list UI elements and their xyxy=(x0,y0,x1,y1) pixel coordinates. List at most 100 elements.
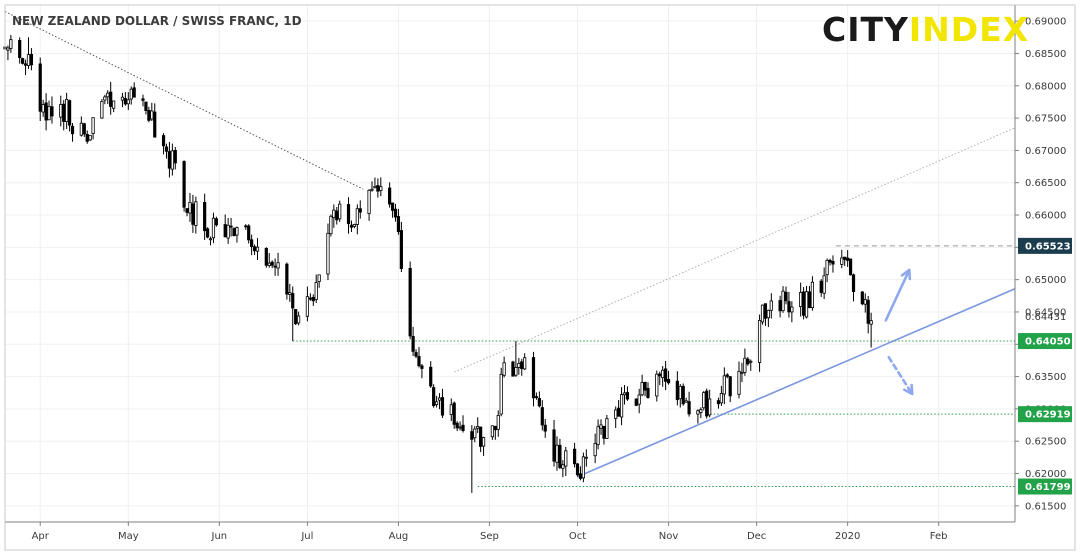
candle[interactable] xyxy=(420,363,424,379)
candle[interactable] xyxy=(376,178,380,198)
candle[interactable] xyxy=(866,295,870,334)
candle[interactable] xyxy=(264,247,268,268)
candle[interactable] xyxy=(429,361,433,388)
candle[interactable] xyxy=(757,314,762,372)
candle[interactable] xyxy=(432,384,436,408)
candle[interactable] xyxy=(760,304,765,325)
candle[interactable] xyxy=(23,59,28,76)
candle[interactable] xyxy=(593,433,597,464)
candle[interactable] xyxy=(185,208,189,217)
candle[interactable] xyxy=(543,419,547,438)
candle[interactable] xyxy=(288,283,292,302)
candle[interactable] xyxy=(490,425,494,440)
candle[interactable] xyxy=(499,367,503,417)
candle[interactable] xyxy=(379,177,383,197)
candle[interactable] xyxy=(62,99,66,131)
candle[interactable] xyxy=(496,410,500,437)
candle[interactable] xyxy=(65,92,69,130)
candle[interactable] xyxy=(807,285,812,309)
candle[interactable] xyxy=(831,255,835,273)
candle[interactable] xyxy=(112,100,116,113)
candle[interactable] xyxy=(599,419,603,435)
candle[interactable] xyxy=(147,106,151,123)
candle[interactable] xyxy=(804,285,809,319)
candle[interactable] xyxy=(561,460,565,478)
candle[interactable] xyxy=(235,226,239,243)
candle[interactable] xyxy=(203,193,207,240)
candle[interactable] xyxy=(614,406,618,429)
candle[interactable] xyxy=(120,92,125,108)
candle[interactable] xyxy=(250,234,254,256)
candle[interactable] xyxy=(232,227,236,237)
candle[interactable] xyxy=(244,224,248,230)
candle[interactable] xyxy=(355,204,359,235)
candle[interactable] xyxy=(164,143,169,159)
candle[interactable] xyxy=(417,347,421,368)
candle[interactable] xyxy=(666,370,671,385)
candle[interactable] xyxy=(581,452,586,483)
candle[interactable] xyxy=(558,438,562,470)
candle[interactable] xyxy=(308,293,312,301)
candle[interactable] xyxy=(367,189,371,221)
candle[interactable] xyxy=(126,92,130,110)
candle[interactable] xyxy=(70,122,75,142)
candle[interactable] xyxy=(555,436,559,471)
candle[interactable] xyxy=(575,463,580,477)
candle[interactable] xyxy=(388,182,392,208)
candle[interactable] xyxy=(29,48,34,71)
candle[interactable] xyxy=(291,286,295,342)
candle[interactable] xyxy=(743,348,747,376)
candle[interactable] xyxy=(819,279,823,297)
candle[interactable] xyxy=(390,202,395,218)
candle[interactable] xyxy=(396,208,401,235)
candle[interactable] xyxy=(846,250,850,267)
candle[interactable] xyxy=(578,466,583,481)
candle[interactable] xyxy=(461,415,465,433)
candle[interactable] xyxy=(584,449,588,467)
candle[interactable] xyxy=(511,360,515,377)
candle[interactable] xyxy=(349,220,354,233)
candle[interactable] xyxy=(848,258,853,276)
candle[interactable] xyxy=(79,116,83,137)
candle[interactable] xyxy=(338,200,342,222)
candle[interactable] xyxy=(408,261,412,340)
candle[interactable] xyxy=(85,130,89,144)
candle[interactable] xyxy=(769,293,773,319)
candle[interactable] xyxy=(247,224,251,244)
candle[interactable] xyxy=(784,286,788,305)
candle[interactable] xyxy=(778,295,782,318)
candle[interactable] xyxy=(746,357,750,366)
candle[interactable] xyxy=(622,385,627,405)
candle[interactable] xyxy=(725,373,729,379)
candle[interactable] xyxy=(273,258,277,276)
candle[interactable] xyxy=(473,426,477,443)
candle[interactable] xyxy=(640,374,644,397)
candle[interactable] xyxy=(705,388,709,419)
candle[interactable] xyxy=(658,371,662,386)
candle[interactable] xyxy=(346,197,351,234)
candle[interactable] xyxy=(317,274,321,288)
candle[interactable] xyxy=(737,361,741,399)
candle[interactable] xyxy=(229,217,233,237)
candle[interactable] xyxy=(211,212,216,244)
candle[interactable] xyxy=(132,82,136,98)
candle[interactable] xyxy=(619,387,624,426)
candle[interactable] xyxy=(625,386,630,401)
candle[interactable] xyxy=(18,37,22,64)
candle[interactable] xyxy=(267,252,271,268)
candle[interactable] xyxy=(722,367,726,405)
candle[interactable] xyxy=(123,92,127,106)
candle[interactable] xyxy=(399,221,403,273)
candle[interactable] xyxy=(314,274,318,303)
candle[interactable] xyxy=(860,290,864,306)
candle[interactable] xyxy=(50,96,54,124)
candle[interactable] xyxy=(763,303,768,326)
candle[interactable] xyxy=(208,236,213,246)
candle[interactable] xyxy=(141,94,145,107)
candle[interactable] xyxy=(182,160,186,212)
candle[interactable] xyxy=(455,421,459,432)
candle[interactable] xyxy=(270,260,274,269)
candle[interactable] xyxy=(534,392,539,400)
candle[interactable] xyxy=(696,409,700,424)
candle[interactable] xyxy=(47,100,51,121)
